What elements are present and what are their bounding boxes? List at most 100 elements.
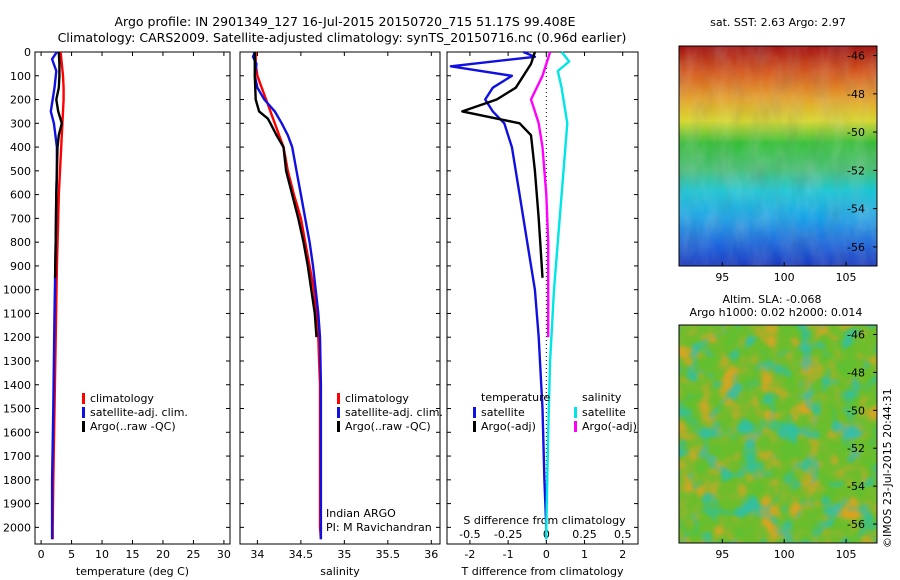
legend-label: Argo(-adj) [582,420,637,433]
secondary-tick-label: -0.25 [494,528,522,541]
sla-map-negative-anomaly [679,325,877,543]
imos-watermark: ©IMOS 23-Jul-2015 20:44:31 [881,388,894,548]
series-line-3 [529,51,552,338]
y-tick-label: 1300 [3,355,31,368]
map-y-tick-label: -46 [847,328,865,341]
series-line-1 [461,51,544,278]
legend-label: satellite [481,406,525,419]
y-tick-label: 1700 [3,450,31,463]
map-x-tick-label: 100 [774,271,795,284]
x-tick-label: 20 [156,548,170,561]
x-tick-label: 0 [38,548,45,561]
map-y-tick-label: -50 [847,126,865,139]
x-tick-label: 36 [424,548,438,561]
y-tick-label: 900 [10,260,31,273]
y-tick-label: 0 [24,46,31,59]
y-tick-label: 1400 [3,379,31,392]
series-line-1 [251,51,323,540]
legend-label: Argo(..raw -QC) [90,420,176,433]
y-tick-label: 600 [10,189,31,202]
x-tick-label: 15 [126,548,140,561]
sla-map-frame [678,324,878,544]
difference-panel: -2 -1 0 1 2 T difference from climatology S di… [446,50,639,578]
y-tick-label: 500 [10,165,31,178]
salinity-annotation-line2: PI: M Ravichandran [326,521,432,534]
map-y-tick-label: -48 [847,366,865,379]
legend-label: climatology [345,392,409,405]
map-y-tick-label: -52 [847,442,865,455]
legend-title: temperature [481,391,550,404]
header-line2: Climatology: CARS2009. Satellite-adjuste… [58,30,627,45]
sla-map: 95 100 105 -46 -48 -50 -52 -54 -56 [678,324,878,561]
legend-swatch [82,393,85,404]
y-tick-label: 1600 [3,426,31,439]
legend-label: satellite-adj. clim. [345,406,443,419]
series-line-2 [253,52,318,338]
series-line-2 [545,51,571,540]
map-y-tick-label: -52 [847,164,865,177]
legend-swatch [473,421,476,432]
legend-label: satellite-adj. clim. [90,406,188,419]
plot-frame [446,51,639,545]
map-y-tick-label: -54 [847,203,865,216]
series-line-0 [449,50,548,540]
map-y-tick-label: -56 [847,241,865,254]
plot-frame [239,51,441,545]
x-tick-label: 35.5 [376,548,401,561]
x-tick-label: -1 [503,548,514,561]
legend-label: Argo(..raw -QC) [345,420,431,433]
map-y-tick-label: -48 [847,88,865,101]
map-x-tick-label: 95 [715,271,729,284]
y-tick-label: 1900 [3,498,31,511]
temperature-panel: 0100200300400500600700800900100011001200… [3,46,231,578]
y-tick-label: 300 [10,117,31,130]
map-x-tick-label: 95 [715,548,729,561]
difference-legend: temperature salinitysatelliteArgo(-adj)sa… [473,391,637,433]
header-line1: Argo profile: IN 2901349_127 16-Jul-2015… [115,14,576,29]
sst-map-frame [678,45,878,267]
legend-swatch [574,407,577,418]
sst-map: 95 100 105 -46 -48 -50 -52 -54 -56 [678,45,878,284]
x-tick-label: 2 [619,548,626,561]
x-tick-label: 10 [95,548,109,561]
x-axis-label: salinity [320,565,360,578]
secondary-tick-label: -0.5 [459,528,480,541]
x-tick-label: 34.5 [289,548,314,561]
legend-swatch [337,407,340,418]
map-y-tick-label: -56 [847,518,865,531]
series-line-2 [53,51,63,278]
y-tick-label: 100 [10,70,31,83]
plot-frame [34,51,231,545]
map-y-tick-label: -50 [847,404,865,417]
legend-label: Argo(-adj) [481,420,536,433]
secondary-tick-label: 0.5 [614,528,632,541]
sst-map-title: sat. SST: 2.63 Argo: 2.97 [710,16,846,29]
legend-swatch [337,421,340,432]
x-axis-label: temperature (deg C) [76,565,189,578]
legend-swatch [337,393,340,404]
legend-swatch [82,421,85,432]
legend-label: satellite [582,406,626,419]
secondary-tick-label: 0.25 [572,528,597,541]
map-x-tick-label: 105 [836,271,857,284]
sla-map-title2: Argo h1000: 0.02 h2000: 0.014 [690,306,863,319]
x-tick-label: -2 [464,548,475,561]
x-tick-label: 25 [186,548,200,561]
y-tick-label: 700 [10,212,31,225]
y-tick-label: 1500 [3,403,31,416]
legend-swatch [473,407,476,418]
legend-label: climatology [90,392,154,405]
y-tick-label: 1100 [3,307,31,320]
map-y-tick-label: -46 [847,50,865,63]
map-y-tick-label: -54 [847,480,865,493]
map-x-tick-label: 105 [836,548,857,561]
y-tick-label: 2000 [3,521,31,534]
x-tick-label: 30 [217,548,231,561]
map-x-tick-label: 100 [774,548,795,561]
x-tick-label: 35 [337,548,351,561]
x-tick-label: 5 [68,548,75,561]
y-tick-label: 1000 [3,284,31,297]
y-tick-label: 200 [10,94,31,107]
